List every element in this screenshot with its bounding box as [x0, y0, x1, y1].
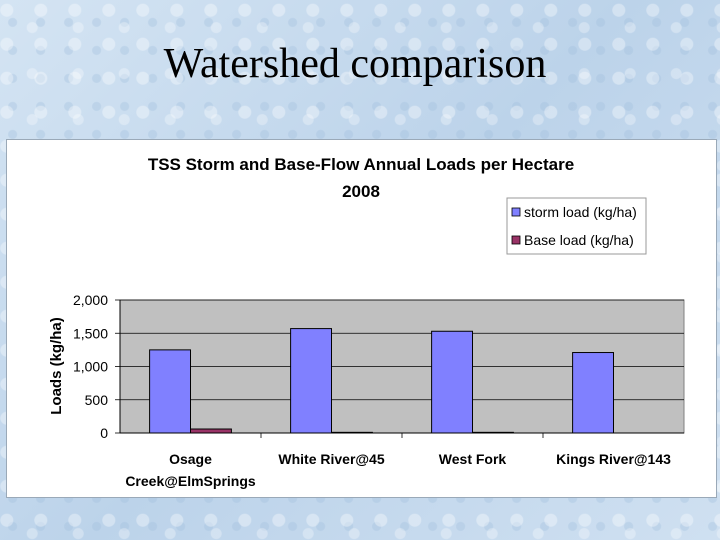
bar-storm-load	[149, 349, 191, 434]
y-tick-label: 1,000	[73, 359, 108, 375]
legend-swatch-storm	[511, 207, 521, 217]
y-tick-label: 2,000	[73, 292, 108, 308]
bar-storm-load	[431, 330, 473, 434]
bar-storm-load	[572, 352, 614, 434]
x-axis-categories: Osage Creek@ElmSprings White River@45 West …	[125, 433, 671, 489]
bar-storm-load	[290, 328, 332, 434]
bar-base-load	[190, 428, 232, 434]
x-category-label: White River@45	[278, 451, 384, 467]
legend-label-storm: storm load (kg/ha)	[524, 204, 637, 220]
legend-swatch-base	[511, 235, 521, 245]
bar-base-load	[472, 431, 514, 434]
tss-loads-chart: TSS Storm and Base-Flow Annual Loads per…	[48, 155, 685, 489]
chart-legend: storm load (kg/ha) Base load (kg/ha)	[506, 197, 647, 255]
x-category-label: Osage	[169, 451, 212, 467]
y-axis-label: Loads (kg/ha)	[48, 317, 65, 415]
x-category-label: Kings River@143	[556, 451, 671, 467]
x-category-label: West Fork	[439, 451, 507, 467]
y-tick-label: 500	[85, 392, 109, 408]
x-category-label-line2: Creek@ElmSprings	[125, 473, 256, 489]
y-tick-label: 0	[100, 425, 108, 441]
legend-label-base: Base load (kg/ha)	[524, 232, 634, 248]
chart-frame: TSS Storm and Base-Flow Annual Loads per…	[6, 139, 717, 498]
legend-box	[506, 197, 647, 255]
bars	[149, 328, 614, 434]
y-tick-label: 1,500	[73, 325, 108, 341]
slide-title: Watershed comparison	[163, 41, 547, 87]
chart-title-line1: TSS Storm and Base-Flow Annual Loads per…	[148, 155, 574, 174]
bar-base-load	[331, 431, 373, 434]
chart-title-line2: 2008	[342, 182, 380, 201]
